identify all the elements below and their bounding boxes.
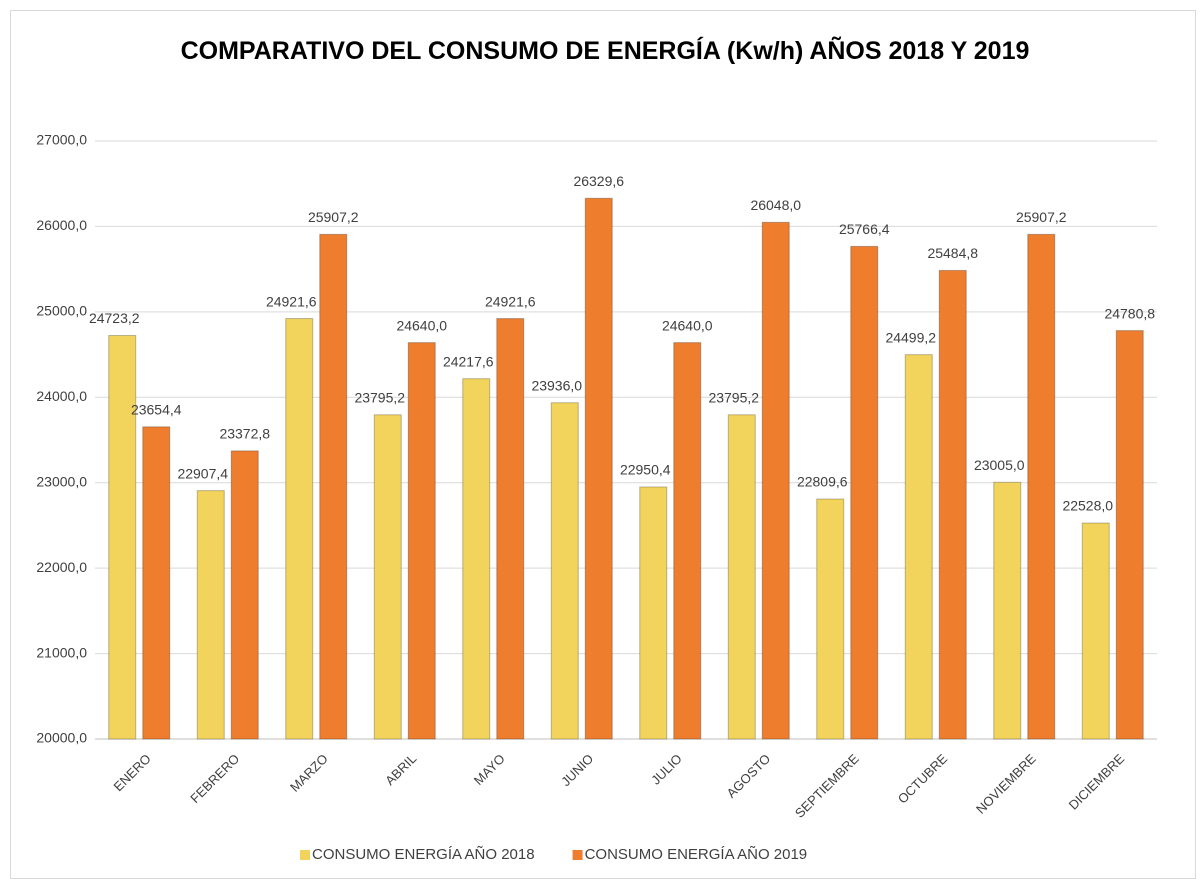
value-label: 22907,4 bbox=[177, 465, 228, 481]
bar bbox=[462, 378, 491, 740]
bar bbox=[1027, 233, 1056, 740]
legend-swatch bbox=[300, 850, 310, 860]
value-label: 24499,2 bbox=[885, 329, 936, 345]
bar bbox=[319, 233, 348, 740]
value-label: 26329,6 bbox=[573, 173, 624, 189]
bar bbox=[850, 245, 879, 740]
value-label: 24921,6 bbox=[485, 293, 536, 309]
value-label: 24780,8 bbox=[1104, 305, 1155, 321]
value-label: 26048,0 bbox=[750, 197, 801, 213]
bar bbox=[639, 486, 668, 740]
value-label: 25907,2 bbox=[308, 209, 359, 225]
bar bbox=[1081, 522, 1110, 740]
value-label: 24217,6 bbox=[443, 353, 494, 369]
value-label: 23795,2 bbox=[708, 389, 759, 405]
bar bbox=[993, 481, 1022, 740]
bar bbox=[285, 318, 314, 740]
bar bbox=[230, 450, 259, 740]
value-label: 25907,2 bbox=[1016, 209, 1067, 225]
legend-label: CONSUMO ENERGÍA AÑO 2018 bbox=[312, 846, 535, 863]
bar bbox=[816, 498, 845, 740]
bar bbox=[938, 269, 967, 740]
y-tick-label: 22000,0 bbox=[36, 559, 87, 575]
value-label: 25766,4 bbox=[839, 221, 890, 237]
bar bbox=[584, 197, 613, 740]
bar bbox=[673, 342, 702, 740]
value-label: 22528,0 bbox=[1062, 498, 1113, 514]
value-label: 22950,4 bbox=[620, 462, 671, 478]
y-tick-label: 21000,0 bbox=[36, 644, 87, 660]
bar bbox=[727, 414, 756, 740]
value-label: 24723,2 bbox=[89, 310, 140, 326]
bar bbox=[142, 426, 171, 740]
y-tick-label: 23000,0 bbox=[36, 473, 87, 489]
bar bbox=[1115, 330, 1144, 740]
bar bbox=[407, 342, 436, 740]
value-label: 24921,6 bbox=[266, 293, 317, 309]
bar bbox=[761, 221, 790, 740]
legend-swatch bbox=[572, 850, 583, 860]
value-label: 24640,0 bbox=[396, 317, 447, 333]
value-label: 23005,0 bbox=[974, 457, 1025, 473]
y-tick-label: 20000,0 bbox=[36, 730, 87, 746]
value-label: 25484,8 bbox=[927, 245, 978, 261]
value-label: 23936,0 bbox=[531, 377, 582, 393]
bar bbox=[196, 490, 225, 740]
bar bbox=[904, 354, 933, 740]
chart-title: COMPARATIVO DEL CONSUMO DE ENERGÍA (Kw/h… bbox=[180, 37, 1030, 65]
y-tick-label: 26000,0 bbox=[36, 217, 87, 233]
bar bbox=[550, 402, 579, 740]
bar bbox=[496, 318, 525, 740]
bar bbox=[373, 414, 402, 740]
value-label: 24640,0 bbox=[662, 317, 713, 333]
bar bbox=[108, 335, 137, 740]
y-tick-label: 27000,0 bbox=[36, 132, 87, 148]
y-tick-label: 24000,0 bbox=[36, 388, 87, 404]
value-label: 23654,4 bbox=[131, 402, 182, 418]
legend-label: CONSUMO ENERGÍA AÑO 2019 bbox=[585, 846, 808, 863]
value-label: 22809,6 bbox=[797, 474, 848, 490]
value-label: 23795,2 bbox=[354, 389, 405, 405]
value-label: 23372,8 bbox=[219, 426, 270, 442]
y-tick-label: 25000,0 bbox=[36, 303, 87, 319]
